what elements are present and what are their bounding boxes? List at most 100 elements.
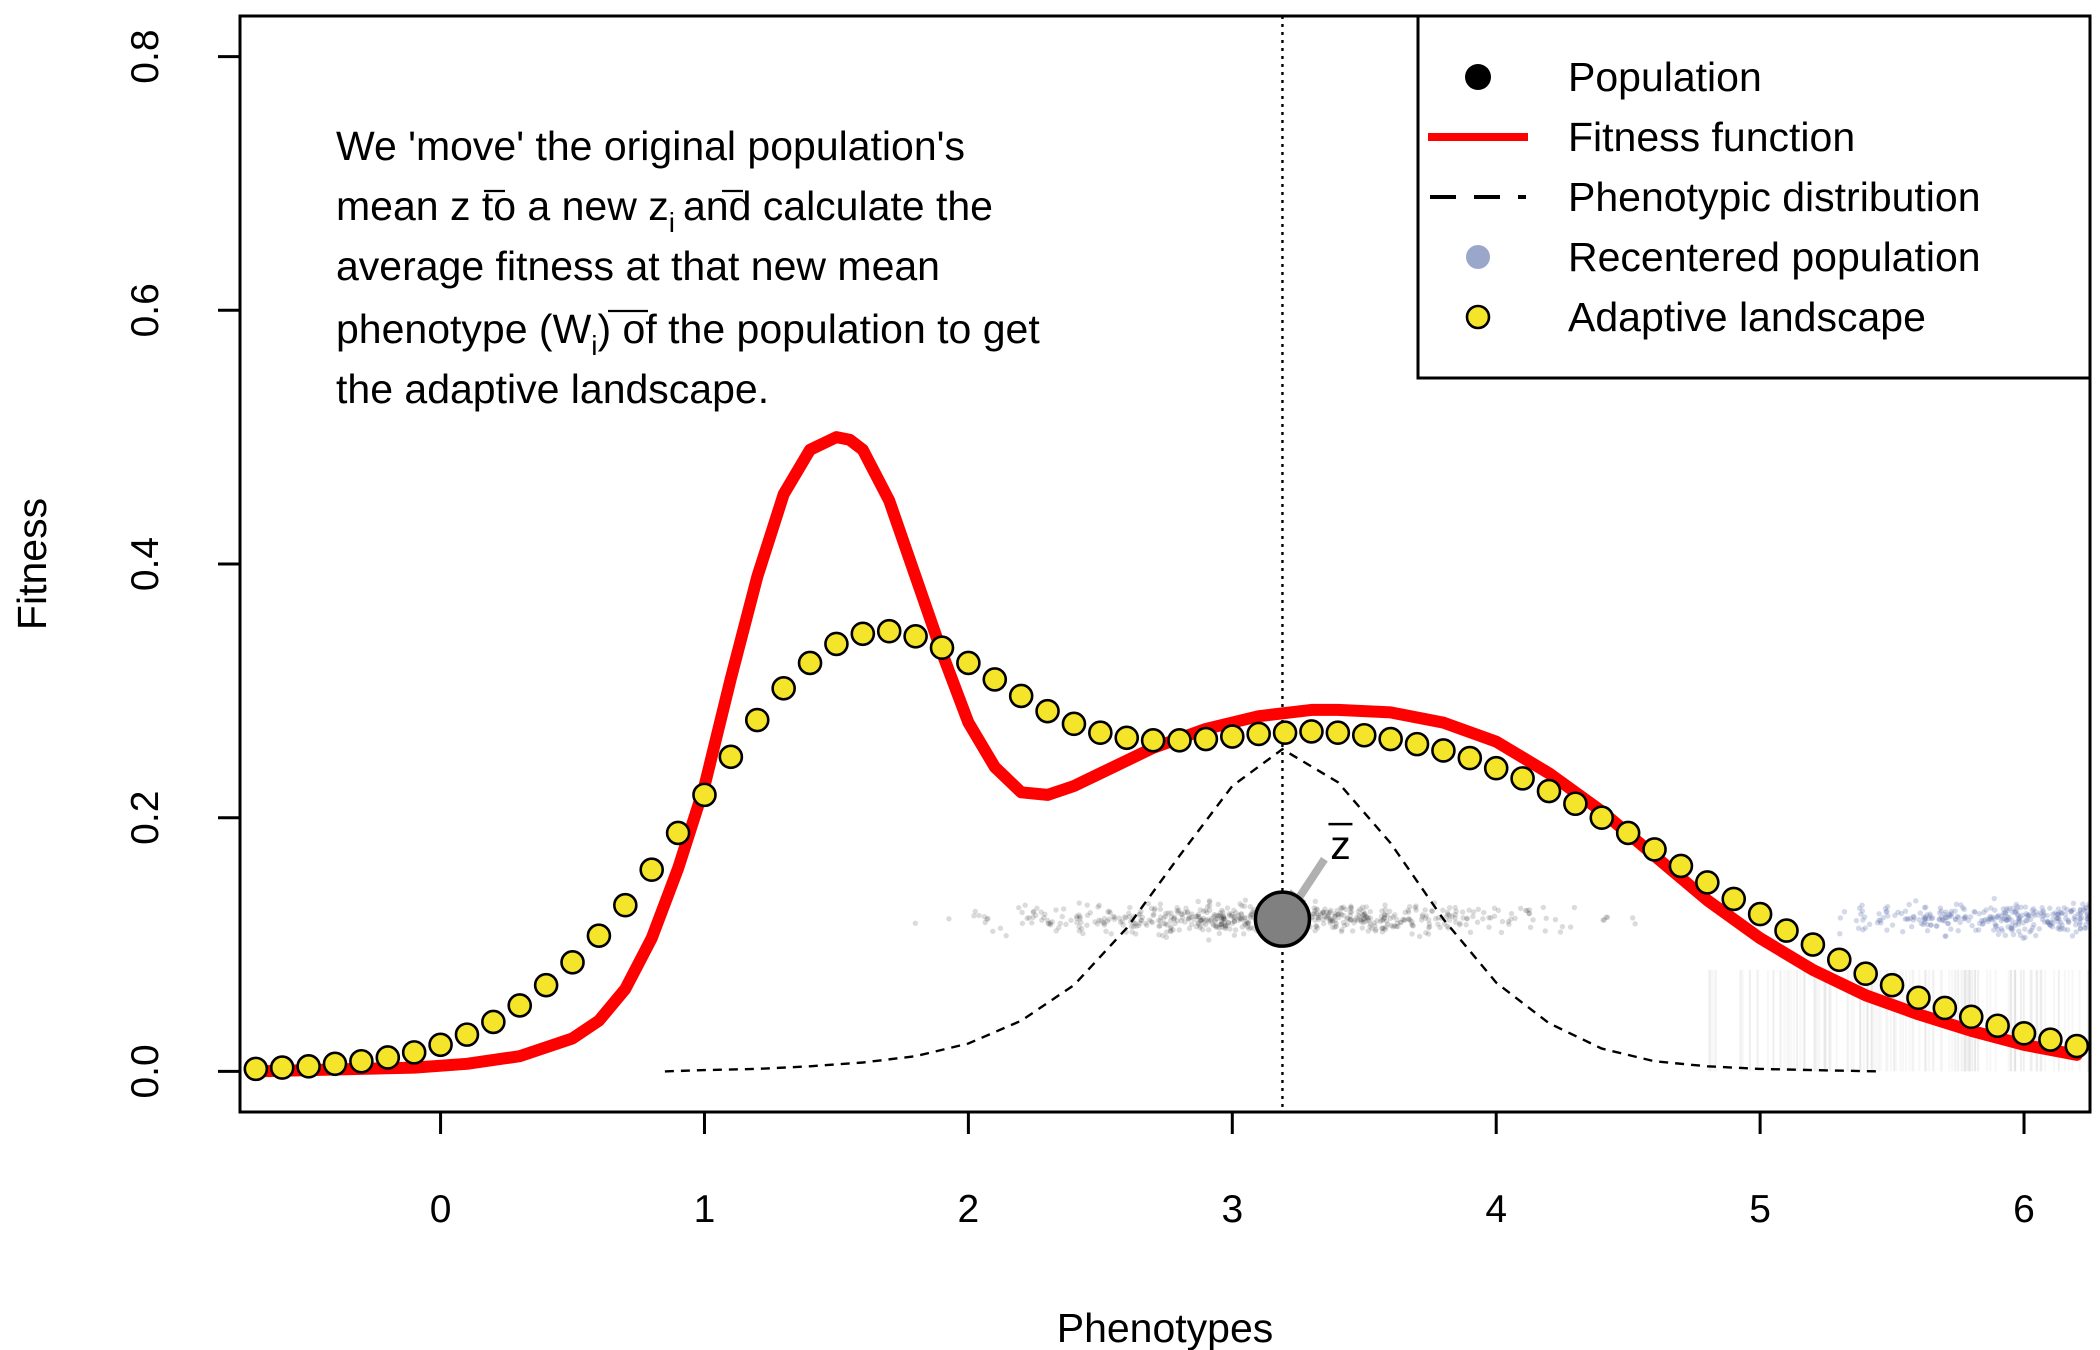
recentered-point [2058,910,2065,917]
recentered-point [2072,922,2079,928]
population-point [1352,917,1358,923]
population-point [1197,917,1204,924]
population-point [1423,930,1429,936]
population-point [1108,931,1114,937]
population-point [1329,918,1336,925]
population-point [1220,909,1226,915]
recentered-point [2047,922,2053,928]
population-point [1335,911,1342,918]
recentered-point [1995,914,2001,921]
population-point [1449,913,1455,919]
population-point [1453,908,1459,914]
recentered-point [1937,905,1944,911]
population-point [1163,921,1169,927]
recentered-point [2083,921,2089,928]
population-point [1175,909,1181,916]
population-point [1380,917,1386,923]
population-point [1320,910,1326,916]
population-point [1216,925,1222,931]
population-point [1486,924,1492,930]
recentered-point [1961,915,1968,922]
recentered-point [1987,913,1993,920]
population-point [1332,924,1338,930]
mean-marker-point [1253,890,1312,948]
recentered-point [1992,907,1998,913]
x-tick-label: 3 [1221,1188,1243,1231]
recentered-point [1945,920,1952,927]
population-point [1211,911,1218,918]
population-point [1195,913,1202,920]
population-point [1314,907,1321,913]
adaptive-landscape-point [1219,724,1245,749]
population-point [1073,913,1080,920]
recentered-point [2055,906,2062,912]
population-point [1178,918,1185,924]
recentered-point [1967,914,1974,920]
population-point [1328,916,1334,922]
recentered-point [2053,915,2060,922]
population-point [1392,912,1398,918]
population-point [990,928,996,934]
annotation-subscript: i [591,330,597,361]
recentered-point [1943,933,1949,939]
recentered-point [1940,917,1946,924]
recentered-point [1883,909,1889,915]
recentered-point [2093,912,2098,917]
population-point [1188,921,1195,928]
adaptive-landscape-point [1035,698,1060,724]
population-point [1074,919,1080,926]
population-point [1426,924,1433,930]
recentered-point [2072,913,2078,920]
recentered-point [2024,917,2030,924]
recentered-point [1985,916,1992,922]
recentered-point [1980,920,1986,927]
population-point [1325,912,1332,918]
population-point [1217,921,1223,928]
population-point [1176,927,1183,933]
recentered-point [2095,923,2100,928]
recentered-point [1860,927,1866,933]
population-point [1470,913,1476,920]
recentered-point [2076,921,2083,928]
population-point [1156,923,1162,929]
phenotypic-distribution-line [664,747,1879,1073]
y-axis-title: Fitness [9,498,55,630]
population-point [1168,928,1174,934]
recentered-point [2014,912,2021,918]
population-point [1466,907,1472,913]
recentered-point [2059,910,2065,916]
recentered-point [1910,917,1917,923]
population-point [1413,903,1419,909]
recentered-point [1927,911,1933,917]
recentered-point [2062,911,2069,918]
recentered-point [2005,924,2011,930]
population-point [1078,925,1085,932]
recentered-point [1922,916,1929,923]
population-point [1444,923,1450,929]
recentered-point [1924,928,1931,934]
annotation-line: average fitness at that new mean [336,243,940,289]
population-point [1318,911,1324,917]
recentered-point [1907,915,1914,922]
recentered-point [1855,925,1862,931]
population-point [1313,923,1320,929]
population-point [1183,905,1189,911]
population-point [1629,915,1636,921]
adaptive-landscape-point [2011,1021,2037,1046]
recentered-point [2046,921,2053,928]
population-point [1238,911,1245,917]
population-point [1165,910,1171,916]
recentered-point [1884,908,1890,914]
population-point [1340,919,1347,926]
recentered-point [1885,913,1891,919]
recentered-point [1946,911,1953,918]
population-point [1388,922,1395,929]
recentered-point [1920,921,1926,928]
recentered-point [2003,917,2009,923]
recentered-point [1933,923,1939,929]
recentered-point [1988,905,1994,911]
population-point [1030,909,1036,915]
annotation-line: We 'move' the original population's [336,123,965,169]
population-point [1003,932,1009,939]
population-point [1506,921,1512,927]
